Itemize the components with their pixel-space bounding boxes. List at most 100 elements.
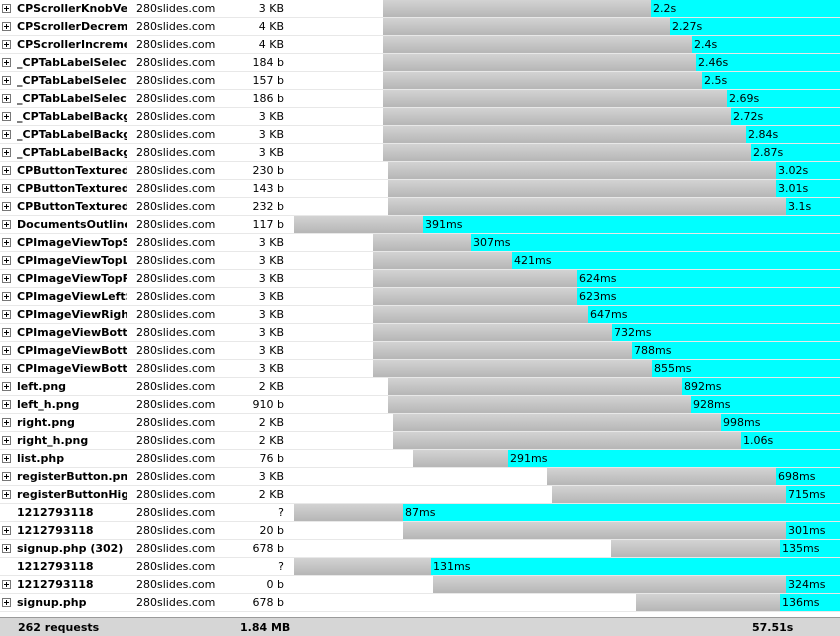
request-row[interactable]: CPScrollerKnobVert 280slides.com 3 KB 2.2s (0, 0, 840, 18)
request-size: 184 b (252, 56, 284, 69)
expand-plus-icon[interactable] (2, 274, 11, 283)
request-row[interactable]: _CPTabLabelBackgr 280slides.com 3 KB 2.87s (0, 144, 840, 162)
request-row[interactable]: registerButtonHigh 280slides.com 2 KB 715ms (0, 486, 840, 504)
request-row[interactable]: left_h.png 280slides.com 910 b 928ms (0, 396, 840, 414)
request-row[interactable]: _CPTabLabelBackgr 280slides.com 3 KB 2.72s (0, 108, 840, 126)
request-row[interactable]: signup.php (302) 280slides.com 678 b 135ms (0, 540, 840, 558)
request-row[interactable]: 1212793118 280slides.com? 87ms (0, 504, 840, 522)
expand-plus-icon[interactable] (2, 382, 11, 391)
timeline-wait-bar (611, 540, 780, 557)
expand-plus-icon[interactable] (2, 364, 11, 373)
expand-plus-icon[interactable] (2, 94, 11, 103)
request-row[interactable]: CPImageViewBotto 280slides.com 3 KB 855ms (0, 360, 840, 378)
timeline-transfer-bar (632, 342, 840, 359)
timeline-wait-bar (373, 360, 652, 377)
request-row[interactable]: right.png 280slides.com 2 KB 998ms (0, 414, 840, 432)
request-name: _CPTabLabelSelect (17, 56, 127, 69)
request-row[interactable]: left.png 280slides.com 2 KB 892ms (0, 378, 840, 396)
request-row[interactable]: _CPTabLabelSelect 280slides.com 184 b 2.46s (0, 54, 840, 72)
request-name: signup.php (17, 596, 87, 609)
request-row[interactable]: CPButtonTexturedF 280slides.com 143 b 3.01s (0, 180, 840, 198)
total-size: 1.84 MB (240, 621, 291, 634)
request-row[interactable]: CPImageViewBotto 280slides.com 3 KB 732ms (0, 324, 840, 342)
request-row[interactable]: 1212793118 280slides.com 20 b 301ms (0, 522, 840, 540)
request-row[interactable]: CPImageViewTopLe 280slides.com 3 KB 421ms (0, 252, 840, 270)
expand-plus-icon[interactable] (2, 454, 11, 463)
expand-plus-icon[interactable] (2, 58, 11, 67)
timeline-duration-label: 3.02s (778, 164, 809, 177)
expand-plus-icon[interactable] (2, 526, 11, 535)
expand-plus-icon[interactable] (2, 202, 11, 211)
request-name: _CPTabLabelBackgr (17, 110, 127, 123)
request-size: 3 KB (258, 254, 284, 267)
timeline-wait-bar (636, 594, 780, 611)
request-name: CPImageViewRightS (17, 308, 127, 321)
request-row[interactable]: CPScrollerIncremer 280slides.com 4 KB 2.4s (0, 36, 840, 54)
timeline-transfer-bar (512, 252, 840, 269)
request-domain: 280slides.com (136, 308, 216, 321)
expand-plus-icon[interactable] (2, 130, 11, 139)
timeline-wait-bar (373, 234, 471, 251)
timeline-duration-label: 2.84s (748, 128, 779, 141)
request-row[interactable]: 1212793118 280slides.com 0 b 324ms (0, 576, 840, 594)
expand-plus-icon[interactable] (2, 580, 11, 589)
expand-plus-icon[interactable] (2, 292, 11, 301)
expand-plus-icon[interactable] (2, 598, 11, 607)
timeline-wait-bar (413, 450, 508, 467)
request-row[interactable]: CPButtonTexturedF 280slides.com 232 b 3.1s (0, 198, 840, 216)
request-name: _CPTabLabelSelect (17, 92, 127, 105)
request-row[interactable]: 1212793118 280slides.com? 131ms (0, 558, 840, 576)
request-domain: 280slides.com (136, 434, 216, 447)
timeline-transfer-bar (431, 558, 840, 575)
request-row[interactable]: CPImageViewRightS 280slides.com 3 KB 647ms (0, 306, 840, 324)
request-domain: 280slides.com (136, 560, 216, 573)
request-domain: 280slides.com (136, 488, 216, 501)
expand-plus-icon[interactable] (2, 490, 11, 499)
expand-plus-icon[interactable] (2, 256, 11, 265)
expand-plus-icon[interactable] (2, 166, 11, 175)
expand-plus-icon[interactable] (2, 544, 11, 553)
expand-plus-icon[interactable] (2, 310, 11, 319)
request-row[interactable]: CPImageViewBotto 280slides.com 3 KB 788ms (0, 342, 840, 360)
request-row[interactable]: CPButtonTexturedF 280slides.com 230 b 3.02s (0, 162, 840, 180)
expand-plus-icon[interactable] (2, 148, 11, 157)
request-size: 3 KB (258, 236, 284, 249)
expand-plus-icon[interactable] (2, 400, 11, 409)
expand-plus-icon[interactable] (2, 328, 11, 337)
request-row[interactable]: CPImageViewTopSl 280slides.com 3 KB 307ms (0, 234, 840, 252)
timeline-transfer-bar (692, 36, 840, 53)
expand-plus-icon[interactable] (2, 346, 11, 355)
request-row[interactable]: CPImageViewTopRi 280slides.com 3 KB 624ms (0, 270, 840, 288)
timeline-wait-bar (383, 54, 696, 71)
expand-plus-icon[interactable] (2, 184, 11, 193)
request-row[interactable]: _CPTabLabelSelect 280slides.com 186 b 2.69s (0, 90, 840, 108)
request-domain: 280slides.com (136, 128, 216, 141)
expand-plus-icon[interactable] (2, 22, 11, 31)
request-row[interactable]: CPImageViewLeftSl 280slides.com 3 KB 623ms (0, 288, 840, 306)
expand-plus-icon[interactable] (2, 112, 11, 121)
request-name: registerButton.png (17, 470, 127, 483)
expand-plus-icon[interactable] (2, 418, 11, 427)
request-row[interactable]: right_h.png 280slides.com 2 KB 1.06s (0, 432, 840, 450)
expand-plus-icon[interactable] (2, 4, 11, 13)
request-row[interactable]: registerButton.png 280slides.com 3 KB 698ms (0, 468, 840, 486)
expand-plus-icon[interactable] (2, 238, 11, 247)
request-row[interactable]: _CPTabLabelSelect 280slides.com 157 b 2.5s (0, 72, 840, 90)
expand-plus-icon[interactable] (2, 472, 11, 481)
timeline-wait-bar (383, 0, 651, 17)
request-row[interactable]: _CPTabLabelBackgr 280slides.com 3 KB 2.84s (0, 126, 840, 144)
expand-plus-icon[interactable] (2, 40, 11, 49)
expand-plus-icon[interactable] (2, 220, 11, 229)
timeline-transfer-bar (731, 108, 840, 125)
request-row[interactable]: DocumentsOutlineV 280slides.com 117 b 391ms (0, 216, 840, 234)
request-domain: 280slides.com (136, 110, 216, 123)
request-row[interactable]: list.php 280slides.com 76 b 291ms (0, 450, 840, 468)
request-row[interactable]: signup.php 280slides.com 678 b 136ms (0, 594, 840, 612)
expand-plus-icon[interactable] (2, 436, 11, 445)
timeline-duration-label: 131ms (433, 560, 471, 573)
request-name: right.png (17, 416, 75, 429)
request-name: _CPTabLabelSelect (17, 74, 127, 87)
timeline-duration-label: 291ms (510, 452, 548, 465)
expand-plus-icon[interactable] (2, 76, 11, 85)
request-row[interactable]: CPScrollerDecreme 280slides.com 4 KB 2.27s (0, 18, 840, 36)
